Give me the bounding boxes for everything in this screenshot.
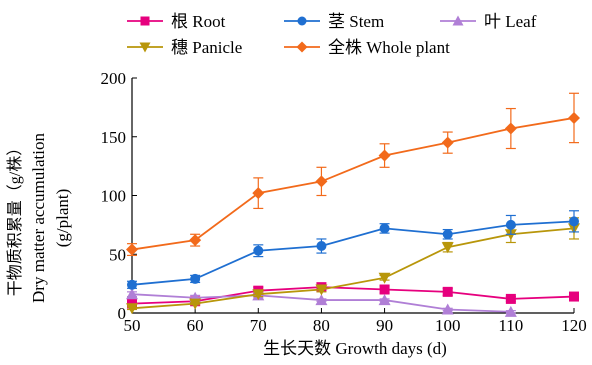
data-point <box>569 291 579 302</box>
x-tick-label: 50 <box>124 316 141 335</box>
data-point <box>442 229 453 240</box>
data-point <box>378 272 391 284</box>
data-point <box>505 293 516 304</box>
legend-label: 全株 Whole plant <box>328 38 450 57</box>
data-point <box>140 16 150 26</box>
data-point <box>568 111 580 124</box>
data-point <box>189 298 202 310</box>
data-point <box>252 289 265 301</box>
data-point <box>378 294 391 306</box>
data-point <box>316 241 327 252</box>
data-point <box>297 16 307 26</box>
data-point <box>127 279 137 290</box>
x-tick-label: 90 <box>376 316 393 335</box>
data-point <box>504 122 517 135</box>
series-layer <box>126 92 580 317</box>
series-1 <box>127 210 579 290</box>
data-point <box>315 294 328 306</box>
data-point <box>190 273 201 284</box>
x-tick-label: 100 <box>435 316 461 335</box>
data-point <box>253 245 264 256</box>
x-tick-label: 70 <box>250 316 267 335</box>
legend-label: 根 Root <box>171 12 226 31</box>
series-line <box>131 227 575 310</box>
y-tick-label: 50 <box>109 245 126 264</box>
y-tick-label: 0 <box>118 304 127 323</box>
legend-item: 叶 Leaf <box>440 12 537 31</box>
data-point <box>126 243 138 256</box>
y-axis-label-line-3: (g/plant) <box>53 189 72 248</box>
data-point <box>452 15 464 26</box>
legend-item: 全株 Whole plant <box>284 38 450 57</box>
series-line <box>131 220 575 286</box>
series-3 <box>126 217 580 315</box>
legend: 根 Root 茎 Stem 叶 Leaf 穗 Panicle 全株 Whole plan… <box>127 12 537 57</box>
y-axis-label-line-1: 干物质积累量（g/株） <box>6 140 24 296</box>
y-tick-label: 100 <box>101 187 127 206</box>
data-point <box>379 223 390 234</box>
data-point <box>252 187 265 200</box>
data-point <box>139 42 151 53</box>
x-axis-label: 生长天数 Growth days (d) <box>263 339 447 358</box>
x-tick-label: 60 <box>187 316 204 335</box>
data-point <box>315 284 328 296</box>
y-axis-label-line-2: Dry matter accumulation <box>29 133 48 303</box>
legend-item: 穗 Panicle <box>127 38 242 57</box>
data-point <box>296 41 308 53</box>
y-tick-label: 200 <box>101 69 127 88</box>
data-point <box>441 136 454 149</box>
x-tick-label: 110 <box>498 316 523 335</box>
data-point <box>379 284 390 295</box>
data-point <box>126 303 138 315</box>
series-line <box>131 117 575 251</box>
series-4 <box>126 92 580 257</box>
series-line <box>131 286 575 305</box>
data-point <box>442 286 453 297</box>
data-point <box>126 288 138 300</box>
legend-item: 茎 Stem <box>284 12 384 31</box>
data-point <box>505 219 516 230</box>
y-tick-label: 150 <box>101 128 127 147</box>
data-point <box>569 216 579 227</box>
data-point <box>504 305 517 317</box>
x-tick-label: 80 <box>313 316 330 335</box>
x-tick-label: 120 <box>561 316 587 335</box>
data-point <box>189 234 202 247</box>
data-point <box>441 303 454 315</box>
data-point <box>441 242 454 254</box>
legend-label: 叶 Leaf <box>484 12 537 31</box>
legend-label: 穗 Panicle <box>171 38 242 57</box>
y-axis-label: 干物质积累量（g/株） Dry matter accumulation (g/p… <box>6 133 72 303</box>
data-point <box>315 175 328 188</box>
data-point <box>378 149 391 162</box>
legend-label: 茎 Stem <box>328 12 384 31</box>
legend-item: 根 Root <box>127 12 226 31</box>
